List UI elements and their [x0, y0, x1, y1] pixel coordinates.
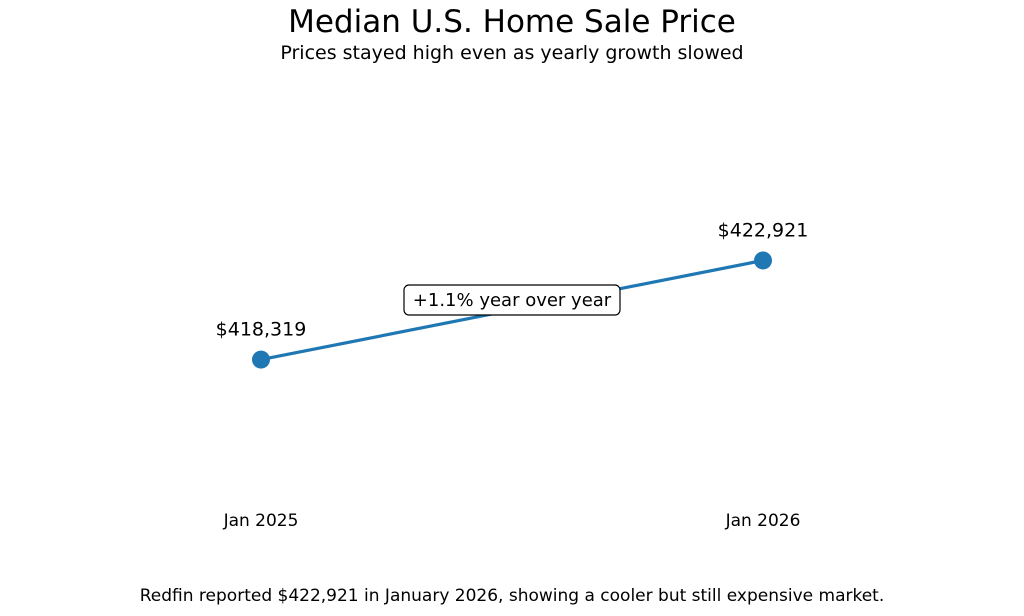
chart-title: Median U.S. Home Sale Price: [288, 4, 736, 40]
data-point: [252, 350, 270, 369]
data-point: [754, 251, 772, 270]
annotation-box: [403, 284, 621, 316]
annotation-text: +1.1% year over year: [413, 290, 612, 311]
data-label: $422,921: [718, 219, 809, 241]
chart-subtitle: Prices stayed high even as yearly growth…: [280, 42, 744, 64]
chart-footer-note: Redfin reported $422,921 in January 2026…: [139, 586, 885, 606]
data-label: $418,319: [216, 319, 307, 341]
x-tick-label: Jan 2026: [725, 511, 801, 531]
x-tick-label: Jan 2025: [223, 511, 299, 531]
